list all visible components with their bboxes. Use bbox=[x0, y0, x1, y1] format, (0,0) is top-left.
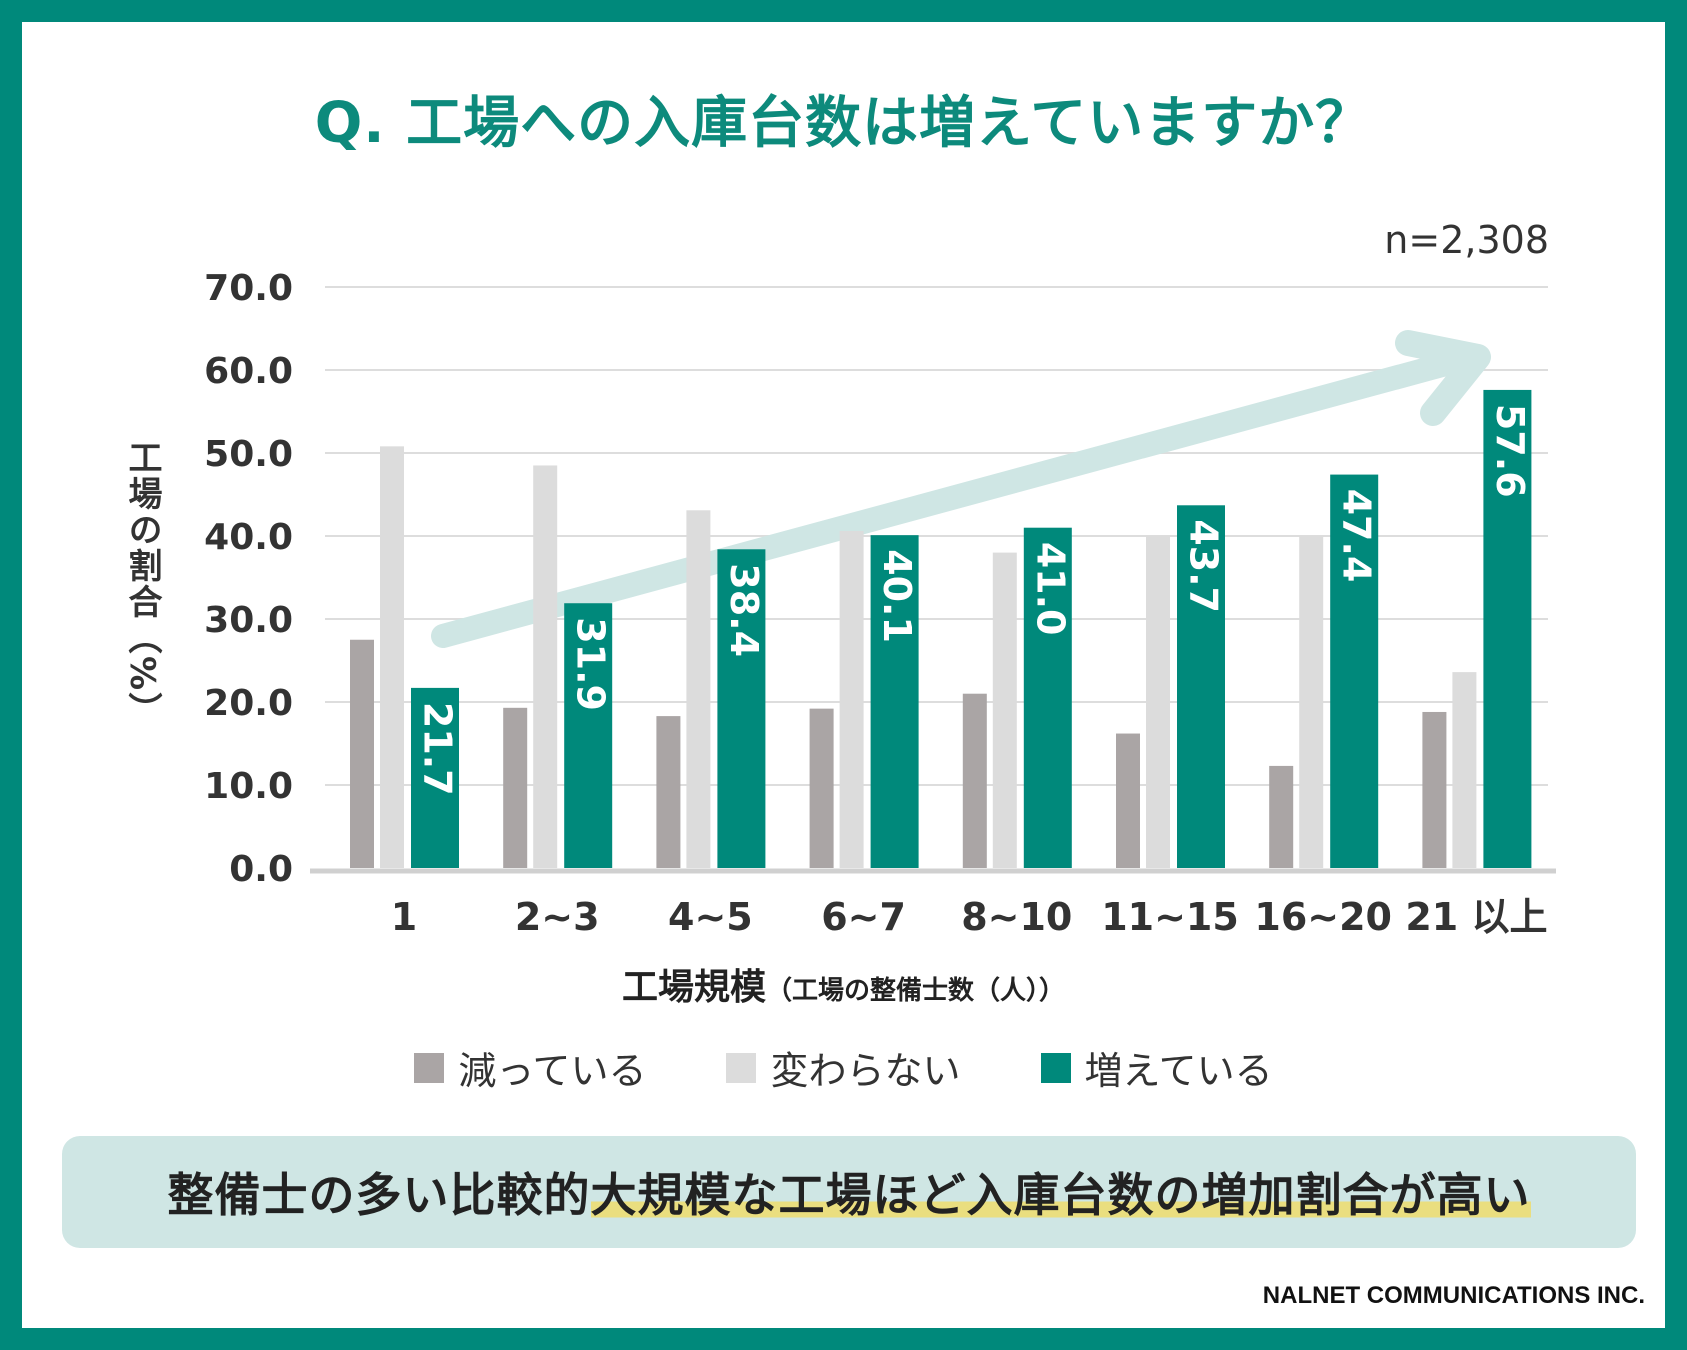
legend: 減っている 変わらない 増えている bbox=[0, 1040, 1687, 1095]
y-tick-label: 60.0 bbox=[204, 351, 293, 392]
x-tick-label: 1 bbox=[391, 895, 417, 939]
bar-data-label: 31.9 bbox=[569, 617, 613, 711]
x-tick-label: 21 以上 bbox=[1405, 895, 1547, 939]
bar-decrease bbox=[503, 707, 528, 868]
bar-data-label: 21.7 bbox=[416, 702, 460, 796]
x-tick-label: 4~5 bbox=[668, 895, 753, 939]
bar-data-label: 47.4 bbox=[1335, 489, 1379, 583]
conclusion-prefix: 整備士の多い比較的 bbox=[167, 1168, 591, 1222]
bar-data-label: 41.0 bbox=[1028, 542, 1072, 636]
x-tick-label: 8~10 bbox=[961, 895, 1072, 939]
copyright: NALNET COMMUNICATIONS INC. bbox=[1262, 1282, 1645, 1309]
sample-size: n=2,308 bbox=[1384, 218, 1549, 262]
legend-label-same: 変わらない bbox=[770, 1049, 961, 1093]
bar-data-label: 57.6 bbox=[1488, 404, 1532, 498]
bar-same bbox=[1299, 536, 1324, 868]
bar-data-label: 40.1 bbox=[875, 549, 919, 643]
bar-same bbox=[1452, 672, 1477, 868]
bar-increase bbox=[1023, 527, 1072, 868]
y-axis-title: 工場の割合（%） bbox=[122, 440, 162, 729]
y-tick-label: 0.0 bbox=[229, 849, 293, 890]
legend-label-decrease: 減っている bbox=[458, 1049, 647, 1093]
trend-arrow-shaft bbox=[431, 346, 1480, 648]
legend-swatch-decrease bbox=[414, 1052, 445, 1083]
bar-increase bbox=[1177, 505, 1225, 868]
y-tick-label: 50.0 bbox=[204, 434, 293, 475]
bar-same bbox=[533, 465, 558, 868]
legend-swatch-same bbox=[726, 1052, 757, 1083]
bar-increase bbox=[411, 687, 459, 868]
bar-decrease bbox=[1269, 765, 1294, 868]
x-tick-label: 2~3 bbox=[515, 895, 600, 939]
bar-decrease bbox=[1116, 733, 1140, 868]
legend-item-increase: 増えている bbox=[1040, 1040, 1273, 1095]
conclusion-text: 整備士の多い比較的大規模な工場ほど入庫台数の増加割合が高い bbox=[168, 1159, 1531, 1225]
legend-swatch-increase bbox=[1040, 1052, 1071, 1083]
y-tick-label: 10.0 bbox=[204, 766, 293, 807]
legend-item-same: 変わらない bbox=[726, 1040, 961, 1095]
bar-decrease bbox=[350, 639, 374, 868]
conclusion-box: 整備士の多い比較的大規模な工場ほど入庫台数の増加割合が高い bbox=[62, 1136, 1636, 1248]
bar-same bbox=[686, 510, 711, 868]
x-tick-label: 6~7 bbox=[821, 895, 906, 939]
x-tick-label: 16~20 bbox=[1254, 895, 1392, 939]
bar-decrease bbox=[656, 716, 681, 868]
legend-label-increase: 増えている bbox=[1084, 1049, 1273, 1093]
legend-item-decrease: 減っている bbox=[414, 1040, 646, 1095]
x-axis-title: 工場規模（工場の整備士数（人）） bbox=[0, 958, 1687, 1010]
bar-data-label: 43.7 bbox=[1182, 519, 1226, 613]
chart-title: Q. 工場への入庫台数は増えていますか？ bbox=[314, 91, 1373, 156]
bar-same bbox=[839, 531, 864, 868]
y-tick-label: 70.0 bbox=[204, 268, 293, 309]
bar-decrease bbox=[1422, 711, 1447, 868]
bar-increase bbox=[564, 603, 613, 868]
x-axis-title-sub: （工場の整備士数（人）） bbox=[766, 976, 1066, 1006]
bar-decrease bbox=[962, 693, 987, 868]
bar-increase bbox=[1483, 389, 1532, 868]
bar-increase bbox=[870, 535, 919, 868]
x-tick-label: 11~15 bbox=[1101, 895, 1239, 939]
bar-same bbox=[992, 552, 1017, 868]
y-tick-label: 40.0 bbox=[204, 517, 293, 558]
x-axis-title-main: 工場規模 bbox=[621, 967, 766, 1008]
bar-data-label: 38.4 bbox=[722, 563, 766, 657]
y-tick-label: 20.0 bbox=[204, 683, 293, 724]
bar-same bbox=[1146, 536, 1170, 868]
conclusion-highlight: 大規模な工場ほど入庫台数の増加割合が高い bbox=[590, 1168, 1531, 1222]
bar-increase bbox=[717, 549, 766, 868]
bar-increase bbox=[1330, 474, 1379, 868]
bar-decrease bbox=[809, 708, 834, 868]
bar-same bbox=[380, 446, 404, 868]
y-tick-label: 30.0 bbox=[204, 600, 293, 641]
trend-arrow-head bbox=[1395, 330, 1491, 426]
